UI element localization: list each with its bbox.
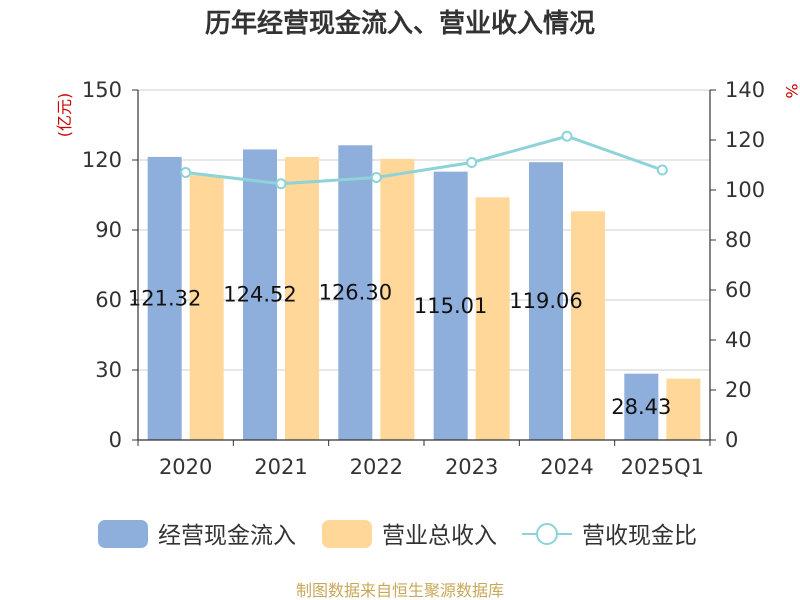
- bar-revenue: [666, 378, 701, 440]
- grid: [138, 89, 710, 371]
- right-axis-tick-label: 140: [725, 78, 765, 102]
- bar-revenue: [571, 211, 605, 440]
- left-axis-tick-label: 120: [82, 148, 122, 172]
- line-point: [466, 157, 478, 168]
- legend: 经营现金流入 营业总收入 营收现金比: [98, 520, 697, 549]
- right-axis-tick-label: 0: [725, 428, 738, 452]
- legend-label: 营业总收入: [382, 523, 497, 549]
- right-axis-tick-label: 40: [725, 328, 752, 352]
- legend-label: 营收现金比: [582, 523, 697, 549]
- line-series: [180, 130, 668, 190]
- bar-cash-inflow: [243, 149, 277, 440]
- x-axis-tick-label: 2020: [159, 455, 212, 479]
- x-axis-tick-label: 2024: [540, 455, 593, 479]
- left-axis-tick-label: 0: [109, 428, 122, 452]
- x-axis-tick-label: 2025Q1: [621, 455, 704, 479]
- bar-cash-inflow: [529, 162, 563, 440]
- bar-cash-inflow: [624, 373, 659, 440]
- bar-revenue: [285, 156, 319, 440]
- data-label: 28.43: [611, 395, 671, 419]
- right-axis-tick-label: 80: [725, 228, 752, 252]
- legend-swatch: [98, 520, 148, 548]
- left-axis-tick-label: 90: [95, 218, 122, 242]
- legend-swatch: [322, 520, 372, 548]
- data-label: 115.01: [414, 294, 487, 318]
- data-label: 119.06: [509, 289, 582, 313]
- bar-cash-inflow: [433, 171, 468, 441]
- left-axis-unit: (亿元): [55, 93, 74, 138]
- right-axis-tick-label: 60: [725, 278, 752, 302]
- data-label: 121.32: [128, 286, 201, 310]
- chart-title: 历年经营现金流入、营业收入情况: [205, 8, 595, 39]
- right-axis-tick-label: 120: [725, 128, 765, 152]
- source-note: 制图数据来自恒生聚源数据库: [296, 581, 504, 600]
- data-label: 126.30: [319, 281, 392, 305]
- line-point: [656, 164, 668, 176]
- bar-cash-inflow: [147, 156, 182, 441]
- left-axis-tick-label: 60: [95, 288, 122, 312]
- data-label: 124.52: [223, 283, 296, 307]
- line-series-path: [185, 134, 663, 186]
- x-axis-tick-label: 2023: [445, 455, 498, 479]
- bars: [147, 145, 701, 441]
- right-axis-tick-label: 100: [725, 178, 765, 202]
- x-axis-tick-label: 2022: [350, 455, 403, 479]
- line-point: [275, 178, 287, 190]
- line-point: [180, 167, 192, 178]
- line-point: [370, 172, 382, 183]
- legend-label: 经营现金流入: [158, 523, 296, 549]
- legend-marker: [536, 523, 558, 545]
- x-axis-tick-label: 2021: [254, 455, 307, 479]
- left-axis-tick-label: 30: [95, 358, 122, 382]
- bar-revenue: [475, 197, 510, 440]
- left-axis-tick-label: 150: [82, 78, 122, 102]
- right-axis-unit: %: [782, 83, 800, 98]
- bar-revenue: [380, 158, 415, 441]
- right-axis-tick-label: 20: [725, 378, 752, 402]
- bar-revenue: [189, 175, 224, 440]
- axes: 0 30 60 90 120 150 0 20 40 60 80 100 120 140 2020 2021 2…: [82, 78, 765, 479]
- bar-cash-inflow: [338, 145, 373, 441]
- line-point: [561, 130, 573, 142]
- data-labels: 121.32 124.52 126.30 115.01 119.06 28.43: [128, 281, 671, 419]
